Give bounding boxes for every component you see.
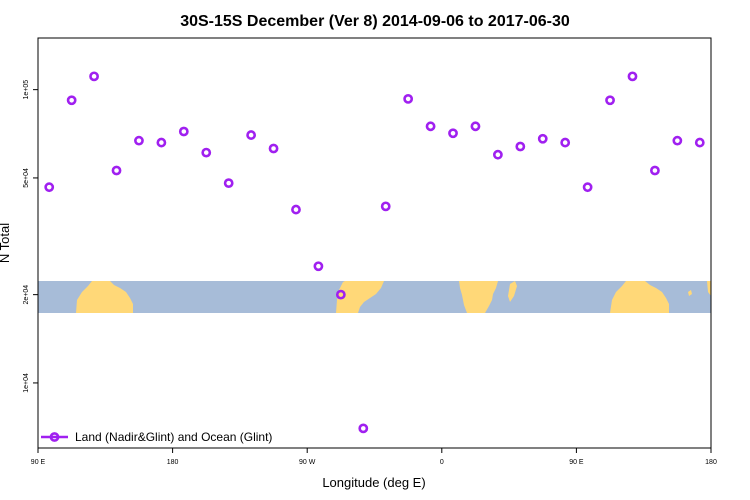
data-point [403, 93, 414, 104]
data-point [627, 71, 638, 82]
y-axis: 1e+04 2e+04 5e+04 1e+05 [23, 80, 38, 393]
legend-label: Land (Nadir&Glint) and Ocean (Glint) [75, 430, 272, 444]
data-point [335, 289, 346, 300]
x-axis-label: Longitude (deg E) [322, 475, 425, 490]
world-map-strip [38, 281, 711, 313]
land-africa [459, 281, 498, 313]
legend: Land (Nadir&Glint) and Ocean (Glint) [41, 430, 272, 444]
data-point [268, 143, 279, 154]
data-point [605, 95, 615, 106]
data-point [134, 135, 144, 146]
x-tick-label: 90 E [31, 459, 46, 466]
data-point [89, 71, 99, 82]
data-point [492, 149, 503, 160]
x-tick-label: 0 [440, 459, 444, 466]
data-point [448, 128, 458, 139]
data-point [246, 130, 257, 140]
data-points [44, 71, 705, 434]
data-point [313, 261, 324, 272]
x-axis: 90 E 180 90 W 0 90 E 180 [31, 448, 717, 466]
data-point [672, 135, 683, 146]
y-tick-label: 2e+04 [23, 285, 30, 305]
data-point [156, 137, 167, 148]
data-point [66, 95, 77, 106]
chart-title: 30S-15S December (Ver 8) 2014-09-06 to 2… [180, 13, 570, 30]
data-point [223, 178, 234, 189]
data-point [470, 121, 481, 132]
y-tick-label: 1e+04 [23, 373, 30, 393]
data-point [560, 137, 571, 148]
data-point [380, 201, 391, 212]
y-tick-label: 1e+05 [23, 80, 30, 100]
data-point [694, 137, 705, 148]
data-point [425, 121, 436, 132]
data-point [537, 133, 548, 144]
y-axis-label: N Total [0, 223, 12, 263]
plot-frame [37, 37, 712, 449]
data-point [582, 182, 593, 193]
land-new-caledonia [688, 290, 692, 296]
data-point [291, 204, 301, 215]
x-tick-label: 180 [167, 459, 179, 466]
x-tick-label: 90 E [569, 459, 584, 466]
y-tick-label: 5e+04 [23, 168, 30, 188]
data-point [515, 141, 526, 152]
data-point [178, 126, 189, 137]
data-point [650, 165, 660, 176]
land-madagascar [508, 281, 517, 302]
data-point [201, 147, 212, 158]
data-point [44, 182, 55, 193]
land-australia [76, 281, 133, 313]
legend-marker [49, 432, 60, 442]
x-tick-label: 180 [705, 459, 717, 466]
x-tick-label: 90 W [299, 459, 316, 466]
land-australia-repeat [610, 281, 669, 313]
land-south-america [336, 281, 384, 313]
land-fiji [707, 281, 711, 296]
data-point [358, 423, 369, 434]
data-point [111, 165, 122, 176]
